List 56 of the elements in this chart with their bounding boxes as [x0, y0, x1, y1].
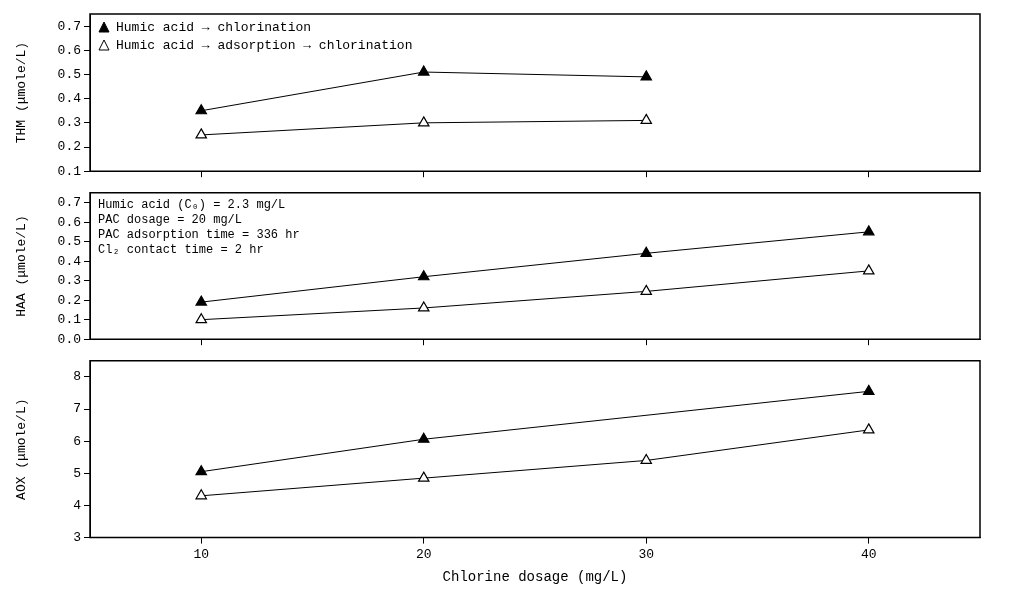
- x-tick-label: 30: [638, 546, 655, 562]
- annotation: Humic acid (C₀) = 2.3 mg/L: [98, 197, 286, 212]
- y-tick-label: 7: [73, 401, 81, 417]
- x-tick-label: 40: [860, 546, 877, 562]
- y-tick-label: 0.3: [57, 273, 81, 289]
- point: [862, 225, 875, 236]
- point: [862, 423, 875, 434]
- y-tick-label: 0.3: [57, 115, 81, 131]
- annotation: Cl₂ contact time = 2 hr: [98, 242, 264, 257]
- y-tick-label: 5: [73, 465, 81, 481]
- point: [640, 70, 653, 81]
- point: [640, 453, 653, 465]
- point: [195, 465, 208, 476]
- point: [195, 128, 208, 139]
- y-axis-title: THM (μmole/L): [14, 41, 30, 144]
- annotation: PAC dosage = 20 mg/L: [98, 212, 243, 227]
- y-tick-label: 0.1: [57, 163, 82, 179]
- x-tick-label: 10: [193, 546, 210, 562]
- point: [417, 432, 430, 443]
- point: [195, 313, 208, 324]
- legend-label: Humic acid → adsorption → chlorination: [116, 38, 413, 54]
- y-tick-label: 3: [73, 530, 81, 546]
- y-tick-label: 0.5: [57, 66, 81, 82]
- point: [417, 471, 430, 482]
- point: [195, 489, 208, 500]
- point: [640, 284, 653, 295]
- y-tick-label: 0.7: [57, 195, 81, 210]
- y-tick-label: 6: [73, 433, 81, 449]
- point: [417, 65, 430, 76]
- y-axis-title: HAA (μmole/L): [14, 215, 30, 317]
- point: [862, 384, 875, 395]
- y-tick-label: 0.2: [57, 139, 81, 155]
- y-tick-label: 0.4: [57, 91, 82, 107]
- x-tick-label: 20: [415, 546, 432, 562]
- y-tick-label: 0.7: [57, 18, 81, 34]
- y-tick-label: 0.1: [57, 312, 82, 328]
- y-tick-label: 4: [73, 497, 82, 513]
- y-tick-label: 0.6: [57, 214, 81, 230]
- y-tick-label: 0.2: [57, 292, 81, 308]
- legend-label: Humic acid → chlorination: [116, 20, 312, 36]
- point: [417, 270, 430, 281]
- point: [640, 246, 653, 257]
- point: [417, 116, 430, 127]
- y-tick-label: 0.4: [57, 253, 82, 269]
- y-axis-title: AOX (μmole/L): [14, 398, 30, 500]
- y-tick-label: 0.0: [57, 331, 81, 347]
- point: [417, 301, 430, 312]
- annotation: PAC adsorption time = 336 hr: [98, 227, 300, 242]
- point: [862, 264, 875, 275]
- y-tick-label: 0.5: [57, 234, 81, 250]
- point: [195, 295, 208, 306]
- point: [640, 113, 653, 125]
- y-tick-label: 0.6: [57, 42, 81, 58]
- x-axis-title: Chlorine dosage (mg/L): [442, 569, 628, 586]
- point: [195, 104, 208, 115]
- y-tick-label: 8: [73, 369, 81, 385]
